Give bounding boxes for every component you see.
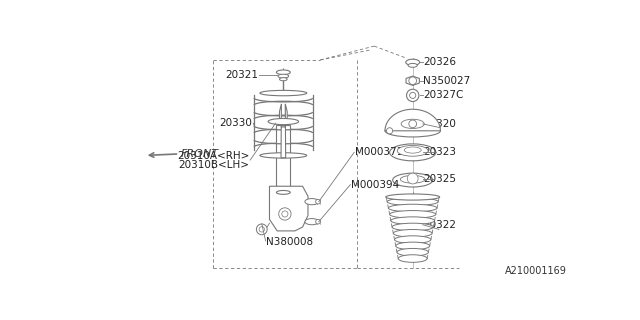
Ellipse shape — [316, 199, 320, 204]
Ellipse shape — [391, 217, 435, 224]
Circle shape — [409, 77, 417, 84]
Text: N380008: N380008 — [266, 237, 313, 247]
Ellipse shape — [305, 219, 319, 225]
Text: 20322: 20322 — [424, 220, 456, 230]
Text: 20310B<LH>: 20310B<LH> — [179, 160, 250, 171]
Ellipse shape — [276, 190, 291, 194]
Ellipse shape — [390, 144, 436, 161]
Text: 20325: 20325 — [424, 173, 456, 184]
Text: 20327C: 20327C — [424, 90, 464, 100]
Ellipse shape — [401, 119, 424, 129]
Polygon shape — [406, 76, 419, 85]
Circle shape — [387, 128, 393, 134]
Ellipse shape — [280, 78, 287, 81]
Ellipse shape — [260, 153, 307, 158]
Ellipse shape — [393, 173, 433, 187]
Ellipse shape — [386, 194, 440, 200]
Ellipse shape — [392, 223, 433, 231]
Text: 20321: 20321 — [226, 69, 259, 80]
Ellipse shape — [316, 219, 320, 224]
Polygon shape — [385, 109, 440, 131]
Ellipse shape — [278, 74, 289, 78]
Circle shape — [407, 173, 418, 184]
Circle shape — [410, 92, 416, 99]
Text: 20323: 20323 — [424, 147, 456, 157]
Ellipse shape — [260, 90, 307, 96]
Ellipse shape — [398, 255, 427, 262]
Text: FRONT: FRONT — [181, 149, 219, 159]
Bar — [276, 125, 291, 192]
Polygon shape — [280, 104, 287, 158]
Ellipse shape — [268, 118, 299, 124]
Circle shape — [409, 120, 417, 128]
Text: 20326: 20326 — [424, 57, 456, 67]
Text: M000394: M000394 — [351, 180, 399, 190]
Ellipse shape — [388, 204, 437, 212]
Ellipse shape — [305, 198, 319, 205]
Ellipse shape — [390, 211, 436, 218]
Ellipse shape — [385, 124, 440, 137]
Text: 20320: 20320 — [424, 119, 456, 129]
Ellipse shape — [404, 147, 421, 153]
Ellipse shape — [276, 70, 291, 75]
Ellipse shape — [408, 63, 417, 67]
Text: A210001169: A210001169 — [505, 266, 566, 276]
Text: 20330: 20330 — [220, 118, 253, 128]
Ellipse shape — [397, 248, 428, 256]
Ellipse shape — [406, 59, 420, 65]
Ellipse shape — [387, 198, 438, 205]
Ellipse shape — [397, 145, 428, 156]
Ellipse shape — [401, 175, 425, 183]
Text: M000371: M000371 — [355, 147, 403, 157]
Ellipse shape — [394, 236, 431, 244]
Polygon shape — [269, 186, 308, 231]
Ellipse shape — [394, 229, 432, 237]
Circle shape — [257, 224, 267, 235]
Circle shape — [282, 211, 288, 217]
Circle shape — [406, 89, 419, 101]
Circle shape — [259, 227, 264, 232]
Ellipse shape — [396, 242, 429, 250]
Text: 20310A<RH>: 20310A<RH> — [177, 151, 250, 161]
Circle shape — [279, 208, 291, 220]
Text: N350027: N350027 — [424, 76, 471, 86]
